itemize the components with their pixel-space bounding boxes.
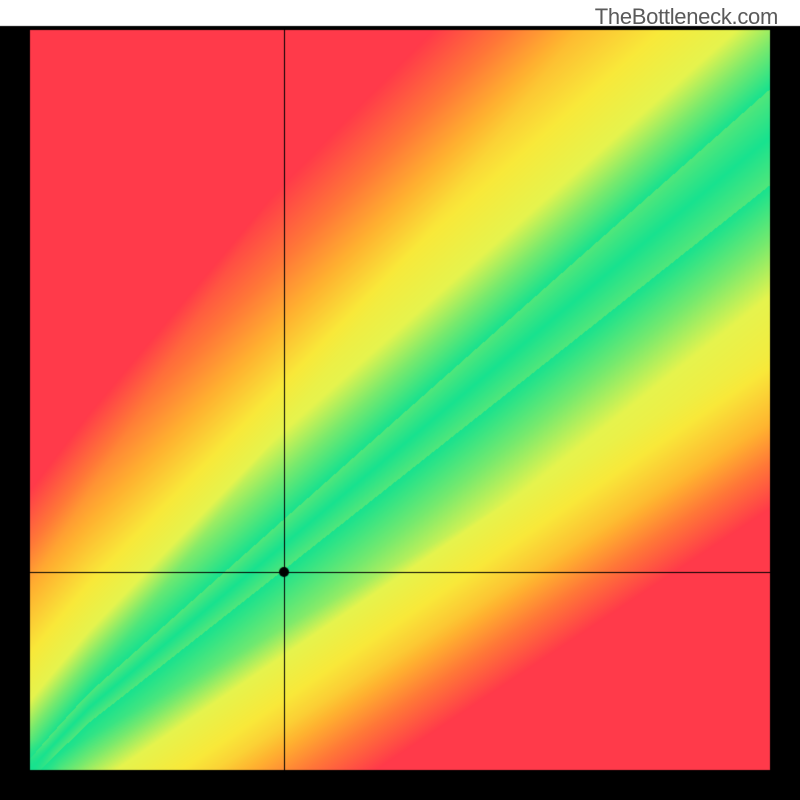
watermark-text: TheBottleneck.com [595, 4, 778, 30]
bottleneck-heatmap [0, 0, 800, 800]
chart-container: TheBottleneck.com [0, 0, 800, 800]
